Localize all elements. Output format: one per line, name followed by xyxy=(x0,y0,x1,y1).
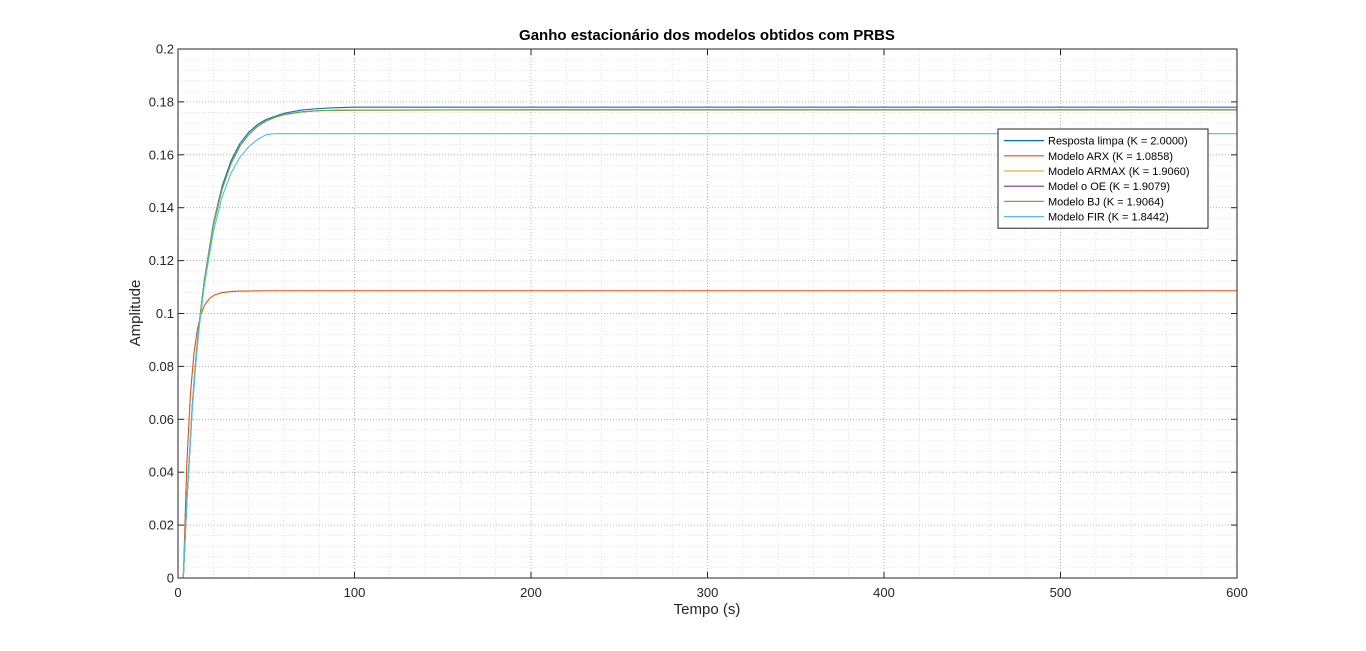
x-tick-label: 600 xyxy=(1226,585,1248,600)
y-tick-label: 0.12 xyxy=(149,253,174,268)
legend-entry: Modelo ARX (K = 1.0858) xyxy=(1048,151,1173,163)
y-tick-label: 0.14 xyxy=(149,200,174,215)
y-tick-label: 0.06 xyxy=(149,412,174,427)
x-tick-label: 500 xyxy=(1050,585,1072,600)
legend-entry: Modelo ARMAX (K = 1.9060) xyxy=(1048,166,1190,178)
y-axis-label: Amplitude xyxy=(127,280,144,347)
ticks: 0 100 200 300 400 500 600 0 0.02 0.04 0.06 0.08 0.1 0… xyxy=(149,42,1248,601)
x-tick-label: 400 xyxy=(873,585,895,600)
y-tick-label: 0.2 xyxy=(156,42,174,57)
x-tick-label: 0 xyxy=(174,585,181,600)
x-tick-label: 300 xyxy=(697,585,719,600)
legend-entry: Modelo FIR (K = 1.8442) xyxy=(1048,212,1169,224)
legend-entry: Model o OE (K = 1.9079) xyxy=(1048,181,1170,193)
legend: Resposta limpa (K = 2.0000) Modelo ARX (K… xyxy=(997,128,1209,229)
series-line-6 xyxy=(182,133,1237,579)
series-group xyxy=(182,106,1237,579)
y-tick-label: 0.18 xyxy=(149,94,174,109)
y-tick-label: 0.04 xyxy=(149,465,174,480)
x-tick-label: 200 xyxy=(520,585,542,600)
x-tick-label: 100 xyxy=(344,585,366,600)
chart-title: Ganho estacionário dos modelos obtidos c… xyxy=(519,27,895,44)
y-tick-label: 0.1 xyxy=(156,306,174,321)
y-tick-label: 0.02 xyxy=(149,518,174,533)
y-tick-label: 0 xyxy=(167,571,174,586)
y-tick-label: 0.08 xyxy=(149,359,174,374)
series-line-2 xyxy=(182,290,1237,579)
legend-entry: Resposta limpa (K = 2.0000) xyxy=(1048,136,1188,148)
legend-entry: Modelo BJ (K = 1.9064) xyxy=(1048,196,1164,208)
y-tick-label: 0.16 xyxy=(149,147,174,162)
legend-box xyxy=(997,128,1209,229)
x-axis-label: Tempo (s) xyxy=(674,601,741,618)
